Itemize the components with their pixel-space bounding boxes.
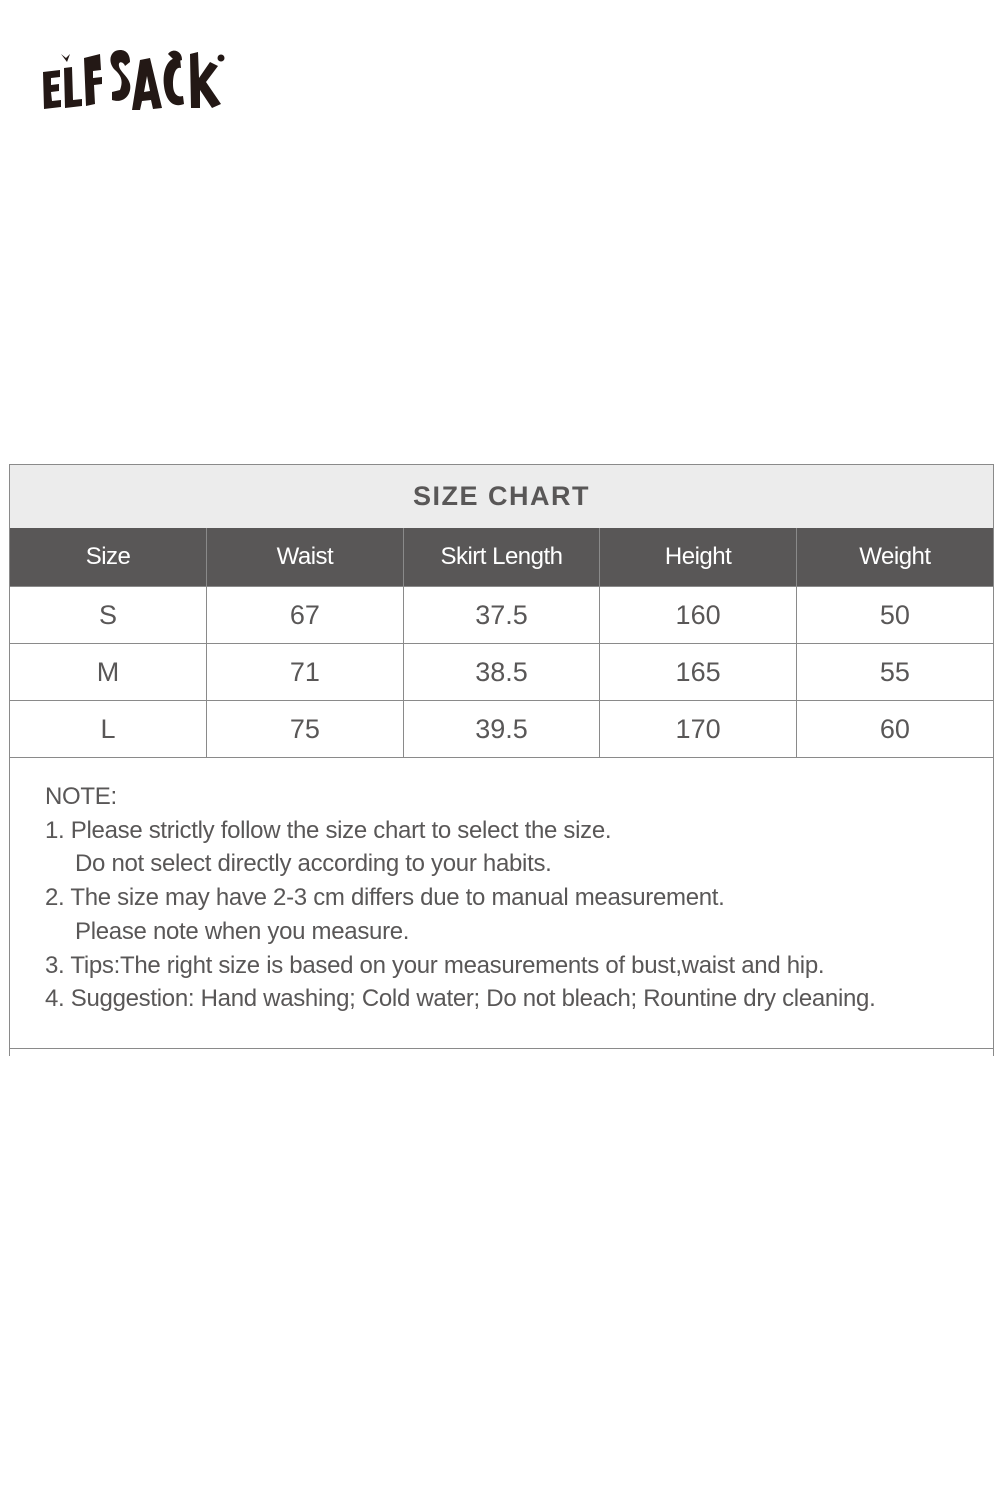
table-cell: 55 xyxy=(795,643,993,701)
table-row: M 71 38.5 165 55 xyxy=(10,643,993,701)
table-row: L 75 39.5 170 60 xyxy=(10,700,993,758)
size-chart-title: SIZE CHART xyxy=(10,465,993,528)
column-header: Waist xyxy=(206,528,404,587)
column-header: Weight xyxy=(795,528,993,587)
table-cell: M xyxy=(10,643,207,701)
table-cell: 71 xyxy=(206,643,404,701)
table-cell: 60 xyxy=(795,700,993,758)
brand-logo xyxy=(43,50,225,110)
table-cell: 75 xyxy=(206,700,404,758)
table-border-tail xyxy=(10,1049,993,1056)
note-line: Do not select directly according to your… xyxy=(75,850,552,878)
note-line: 3. Tips:The right size is based on your … xyxy=(45,951,825,979)
table-header-row: Size Waist Skirt Length Height Weight xyxy=(10,528,993,587)
note-line: 2. The size may have 2-3 cm differs due … xyxy=(45,884,725,912)
table-cell: L xyxy=(10,700,207,758)
column-header: Size xyxy=(10,528,207,587)
table-cell: 39.5 xyxy=(402,700,600,758)
notes-heading: NOTE: xyxy=(45,783,117,810)
table-cell: S xyxy=(10,586,207,644)
table-cell: 50 xyxy=(795,586,993,644)
table-cell: 160 xyxy=(599,586,797,644)
table-cell: 165 xyxy=(599,643,797,701)
table-row: S 67 37.5 160 50 xyxy=(10,586,993,644)
note-line: Please note when you measure. xyxy=(75,917,410,945)
table-cell: 170 xyxy=(599,700,797,758)
column-header: Height xyxy=(599,528,797,587)
size-table: Size Waist Skirt Length Height Weight S … xyxy=(10,528,993,758)
note-line: 1. Please strictly follow the size chart… xyxy=(45,816,612,844)
notes-section: NOTE: 1. Please strictly follow the size… xyxy=(10,758,993,1049)
table-cell: 67 xyxy=(206,586,404,644)
table-cell: 37.5 xyxy=(402,586,600,644)
note-line: 4. Suggestion: Hand washing; Cold water;… xyxy=(45,985,876,1013)
column-header: Skirt Length xyxy=(402,528,600,587)
table-cell: 38.5 xyxy=(402,643,600,701)
size-chart: SIZE CHART Size Waist Skirt Length Heigh… xyxy=(9,464,994,1056)
